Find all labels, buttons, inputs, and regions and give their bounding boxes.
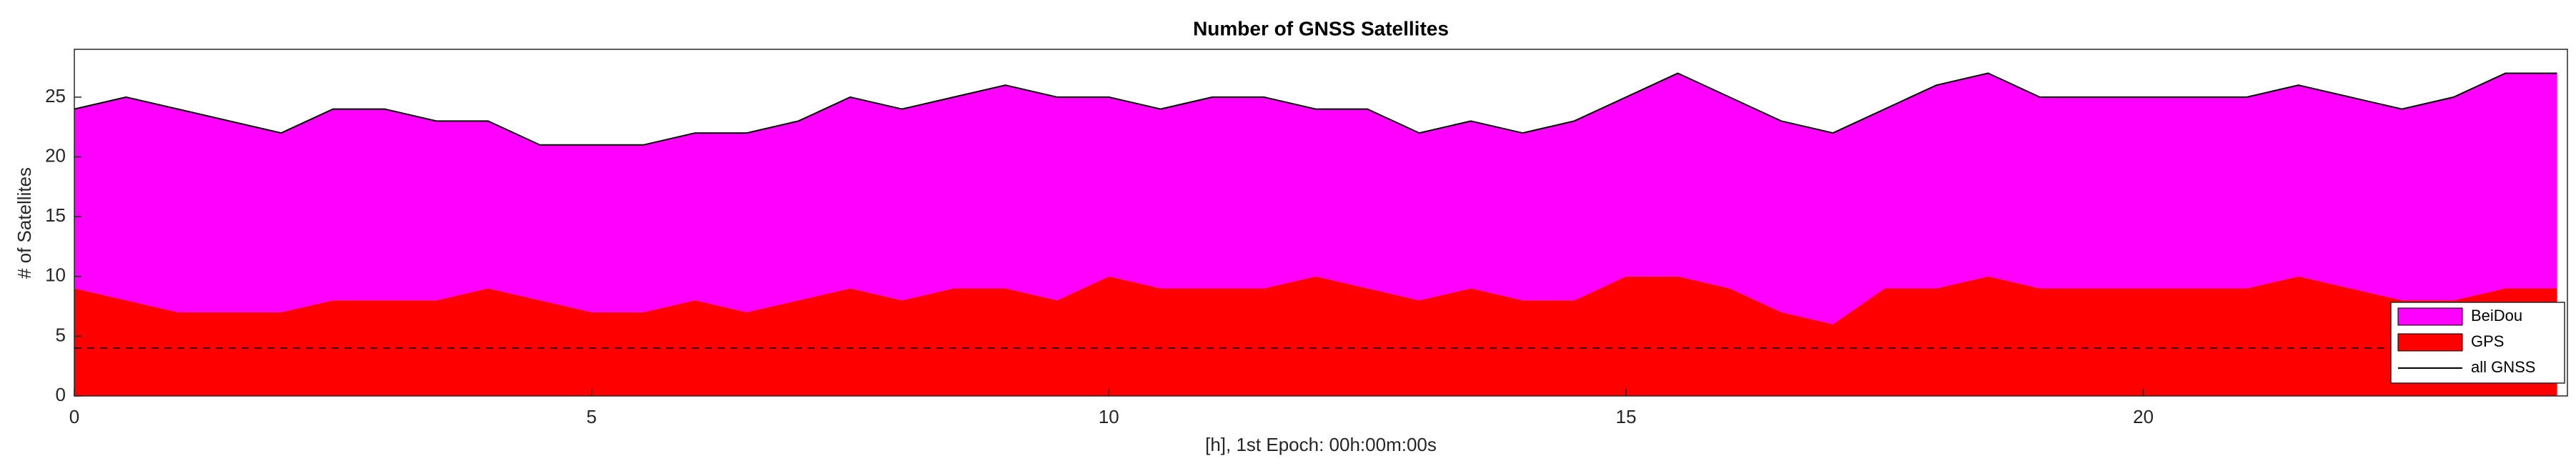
- plot-frame: [74, 49, 2568, 397]
- x-axis-label: [h], 1st Epoch: 00h:00m:00s: [1205, 434, 1437, 455]
- y-tick-label: 5: [56, 324, 66, 345]
- legend-label: all GNSS: [2471, 358, 2535, 376]
- x-tick-label: 10: [1099, 406, 1119, 427]
- legend-label: BeiDou: [2471, 307, 2522, 324]
- y-tick-label: 25: [45, 85, 66, 106]
- x-tick-label: 0: [69, 406, 79, 427]
- legend: BeiDou GPS all GNSS: [2390, 302, 2565, 384]
- legend-swatch: [2397, 307, 2463, 326]
- area: [74, 276, 2557, 396]
- y-tick-label: 0: [56, 384, 66, 405]
- legend-swatch: [2397, 333, 2463, 352]
- x-tick-label: 20: [2133, 406, 2154, 427]
- line: [74, 72, 2557, 146]
- legend-label: GPS: [2471, 332, 2504, 350]
- x-tick-label: 5: [586, 406, 596, 427]
- y-axis-label: # of Satellites: [14, 167, 35, 279]
- y-tick-label: 15: [45, 204, 66, 226]
- x-tick-label: 15: [1615, 406, 1636, 427]
- y-tick-label: 20: [45, 144, 66, 166]
- y-tick-label: 10: [45, 264, 66, 286]
- area: [74, 73, 2557, 324]
- chart-title: Number of GNSS Satellites: [1193, 17, 1449, 39]
